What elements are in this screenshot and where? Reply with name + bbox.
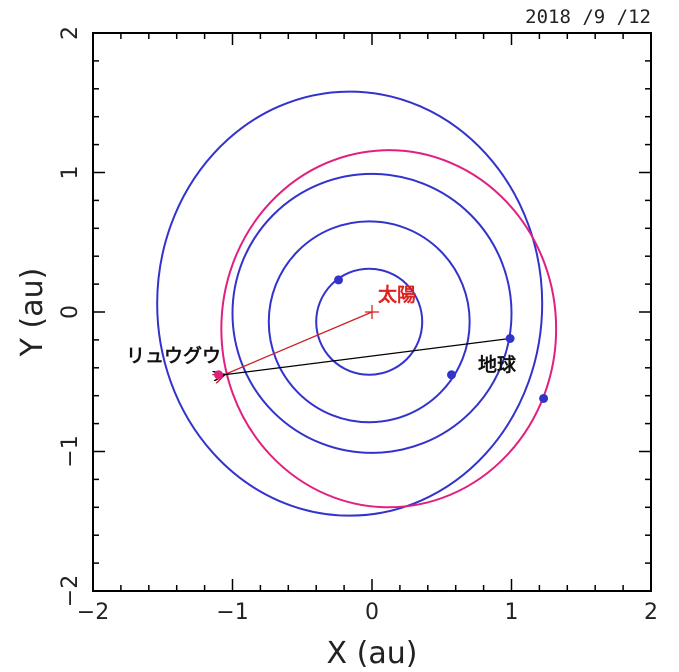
orbits-group: [156, 90, 558, 517]
arrow-0: [224, 311, 373, 375]
x-tick-label: 1: [505, 600, 519, 625]
date-label: 2018 /9 /12: [525, 6, 651, 28]
planets-group: [214, 275, 549, 403]
y-tick-label: 1: [58, 166, 83, 180]
y-axis-title: Y (au): [15, 268, 50, 358]
orbit-1: [267, 220, 471, 424]
y-tick-label: −2: [58, 575, 83, 607]
planet-point-3: [539, 393, 549, 403]
y-tick-label: 2: [58, 26, 83, 40]
earth-label: 地球: [478, 353, 517, 376]
y-tick-label: 0: [58, 305, 83, 319]
orbit-4: [220, 149, 558, 509]
orbit-2: [231, 172, 513, 454]
ticks-group: −2 −1 0 1 2 −2 −1 0 1 2: [58, 26, 658, 625]
orbit-0: [315, 267, 424, 376]
arrows-group: [224, 311, 511, 375]
x-tick-label: 2: [644, 600, 658, 625]
x-tick-label: −1: [216, 600, 248, 625]
sun-group: [365, 305, 379, 319]
orbit-3: [156, 90, 544, 517]
planet-point-0: [334, 275, 344, 285]
planet-point-4: [214, 370, 224, 380]
planet-point-2: [505, 334, 515, 344]
sun-label: 太陽: [378, 283, 416, 306]
ryugu-label: リュウグウ: [126, 344, 221, 367]
x-tick-label: −2: [77, 600, 109, 625]
x-tick-label: 0: [365, 600, 379, 625]
y-tick-label: −1: [58, 435, 83, 467]
arrow-1: [224, 337, 511, 375]
planet-point-1: [447, 370, 457, 380]
x-axis-title: X (au): [327, 636, 418, 671]
